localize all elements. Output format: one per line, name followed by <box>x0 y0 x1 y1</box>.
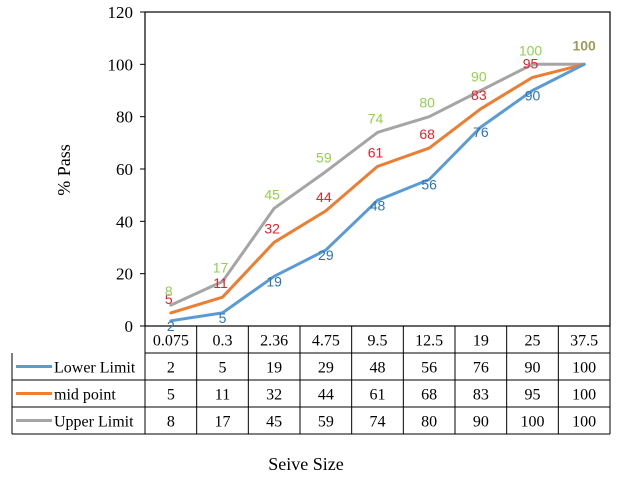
data-labels: 2 5 19 29 48 56 76 90 5 11 32 44 61 68 83 95 8 17 45 59 74 80… <box>165 37 596 333</box>
x-tick-label: 0.3 <box>213 333 233 350</box>
table-cell: 76 <box>473 360 489 377</box>
table-cell: 100 <box>572 414 596 431</box>
x-tick-label: 37.5 <box>570 333 598 350</box>
table-cell: 90 <box>473 414 489 431</box>
y-tick-label: 20 <box>116 265 133 284</box>
table-cell: 2 <box>167 360 175 377</box>
table-cell: 90 <box>525 360 541 377</box>
series-line-2 <box>169 62 586 307</box>
data-label: 2 <box>167 318 175 334</box>
data-label: 45 <box>264 186 280 202</box>
data-label: 61 <box>368 144 384 160</box>
data-label: 11 <box>213 275 228 291</box>
data-label: 74 <box>368 110 384 126</box>
data-label: 100 <box>519 42 543 58</box>
data-label: 44 <box>316 189 332 205</box>
data-label: 29 <box>318 247 334 263</box>
y-tick-label: 120 <box>108 3 134 22</box>
data-label: 17 <box>213 260 229 276</box>
data-label: 76 <box>473 124 489 140</box>
table-cell: 74 <box>370 414 386 431</box>
table-cell: 56 <box>421 360 437 377</box>
x-tick-label: 19 <box>473 333 489 350</box>
x-tick-label: 2.36 <box>260 333 288 350</box>
table-cell: 80 <box>421 414 437 431</box>
x-axis-title: Seive Size <box>268 454 343 474</box>
y-axis-title-group: % Pass <box>54 144 74 196</box>
table-cell: 17 <box>215 414 231 431</box>
table-cell: 48 <box>370 360 386 377</box>
x-tick-label: 9.5 <box>368 333 388 350</box>
table-cell: 100 <box>572 387 596 404</box>
table-cell: 19 <box>266 360 282 377</box>
table-cell: 45 <box>266 414 282 431</box>
data-label: 90 <box>525 88 541 104</box>
series-lines <box>169 62 586 323</box>
y-axis-ticks: 0 20 40 60 80 100 120 <box>108 3 145 336</box>
table-cell: 29 <box>318 360 334 377</box>
data-label: 59 <box>316 150 332 166</box>
table-cell: 100 <box>572 360 596 377</box>
data-label: 95 <box>523 55 539 71</box>
y-axis-title: % Pass <box>54 144 74 196</box>
y-tick-label: 40 <box>116 212 133 231</box>
plot-border <box>144 11 611 327</box>
series-line-1 <box>169 62 586 315</box>
y-tick-label: 100 <box>108 55 134 74</box>
table-cell: 5 <box>219 360 227 377</box>
table-cell: 61 <box>370 387 386 404</box>
data-label: 80 <box>419 95 435 111</box>
plot-area <box>144 11 611 327</box>
x-tick-label: 12.5 <box>415 333 443 350</box>
table-cell: 32 <box>266 387 282 404</box>
data-label: 90 <box>471 69 487 85</box>
data-label: 5 <box>165 291 173 307</box>
legend-label: Lower Limit <box>54 360 136 377</box>
x-tick-label: 4.75 <box>312 333 340 350</box>
legend-label: mid point <box>54 387 116 404</box>
data-label: 5 <box>219 310 227 326</box>
legend-label: Upper Limit <box>54 414 134 431</box>
data-label: 68 <box>419 126 435 142</box>
data-label: 56 <box>421 176 437 192</box>
table-cell: 100 <box>521 414 545 431</box>
y-tick-label: 80 <box>116 108 133 127</box>
x-tick-label: 25 <box>525 333 541 350</box>
data-label: 8 <box>165 283 173 299</box>
data-label: 19 <box>266 273 282 289</box>
table-cell: 8 <box>167 414 175 431</box>
y-tick-label: 0 <box>125 317 134 336</box>
table-cell: 44 <box>318 387 334 404</box>
data-label: 32 <box>264 220 280 236</box>
table-cell: 5 <box>167 387 175 404</box>
y-tick-label: 60 <box>116 160 133 179</box>
table-cell: 59 <box>318 414 334 431</box>
data-label: 83 <box>471 87 487 103</box>
data-label: 48 <box>370 197 386 213</box>
table-cell: 83 <box>473 387 489 404</box>
table-cell: 68 <box>421 387 437 404</box>
data-label: 100 <box>572 37 596 53</box>
x-tick-label: 0.075 <box>153 333 189 350</box>
table-cell: 95 <box>525 387 541 404</box>
series-line-0 <box>169 62 586 323</box>
table-cell: 11 <box>215 387 230 404</box>
